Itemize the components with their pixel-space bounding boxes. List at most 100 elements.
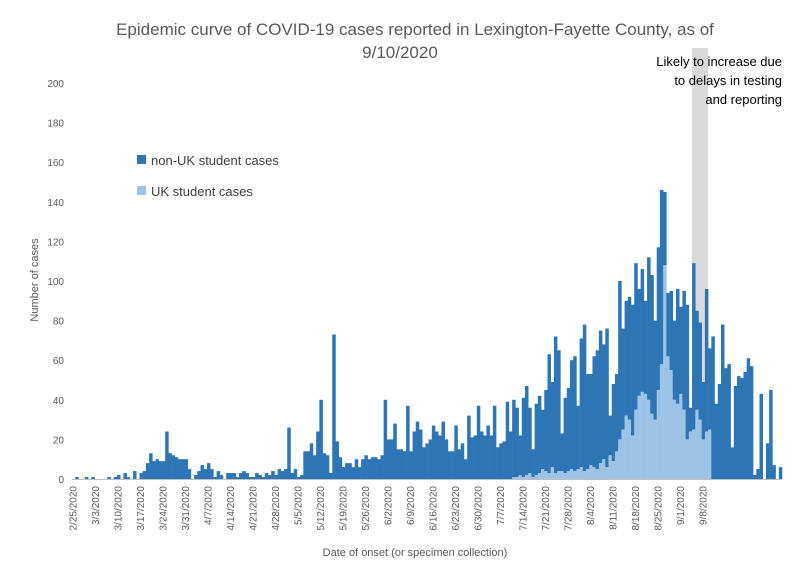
- bar-non-uk-student: [733, 385, 738, 479]
- bar-uk-student: [698, 419, 702, 479]
- bar-non-uk-student: [142, 471, 147, 479]
- bar-non-uk-student: [659, 189, 664, 365]
- bar-non-uk-student: [242, 471, 246, 479]
- bar-non-uk-student: [521, 397, 526, 478]
- bar-non-uk-student: [765, 443, 770, 479]
- x-tick-label: 5/26/2020: [361, 486, 372, 531]
- x-tick-label: 5/12/2020: [316, 486, 327, 531]
- x-tick-label: 4/7/2020: [204, 486, 215, 525]
- x-tick-labels: 2/25/2020 3/3/2020 3/10/2020 3/17/2020 3/24/…: [69, 486, 710, 531]
- bar-non-uk-student: [322, 453, 327, 479]
- bar-non-uk-student: [592, 356, 596, 468]
- bar-uk-student: [550, 467, 555, 479]
- bar-uk-student: [524, 475, 529, 479]
- bar-non-uk-student: [412, 431, 417, 479]
- bar-uk-student: [531, 477, 535, 479]
- bar-uk-student: [566, 471, 571, 479]
- bar-non-uk-student: [168, 453, 172, 479]
- bar-non-uk-student: [457, 449, 462, 479]
- bar-non-uk-student: [116, 475, 121, 479]
- bar-non-uk-student: [451, 451, 455, 479]
- bar-uk-student: [637, 395, 641, 479]
- bar-non-uk-student: [361, 459, 365, 479]
- x-tick-label: 4/14/2020: [226, 486, 237, 531]
- bar-non-uk-student: [621, 328, 625, 430]
- bar-uk-student: [695, 409, 699, 479]
- bar-non-uk-student: [717, 383, 722, 479]
- bar-non-uk-student: [463, 459, 468, 479]
- bar-non-uk-student: [737, 376, 741, 479]
- bar-non-uk-student: [753, 475, 757, 479]
- bar-non-uk-student: [351, 467, 356, 479]
- bar-uk-student: [598, 463, 603, 479]
- bar-non-uk-student: [312, 455, 317, 479]
- bar-non-uk-student: [145, 463, 150, 479]
- bar-non-uk-student: [267, 475, 272, 479]
- bar-non-uk-student: [685, 304, 690, 440]
- bar-uk-student: [682, 409, 686, 479]
- bar-non-uk-student: [727, 364, 731, 479]
- bar-non-uk-student: [325, 455, 330, 479]
- bar-non-uk-student: [367, 459, 372, 479]
- x-tick-label: 7/14/2020: [518, 486, 529, 531]
- bar-non-uk-student: [126, 477, 131, 479]
- bar-non-uk-student: [364, 455, 368, 479]
- bar-non-uk-student: [396, 449, 400, 479]
- bar-non-uk-student: [624, 300, 629, 416]
- bar-non-uk-student: [409, 451, 413, 479]
- bar-non-uk-student: [704, 288, 709, 432]
- bar-non-uk-student: [496, 447, 500, 479]
- bar-uk-student: [624, 415, 629, 479]
- bar-non-uk-student: [373, 457, 378, 479]
- bar-non-uk-student: [210, 469, 214, 479]
- bar-non-uk-student: [370, 457, 375, 479]
- bar-uk-student: [640, 391, 645, 479]
- bar-non-uk-student: [512, 399, 516, 478]
- delay-annotation-line-3: and reporting: [705, 92, 782, 107]
- bar-non-uk-student: [290, 473, 294, 479]
- bar-uk-student: [701, 439, 706, 479]
- bar-non-uk-student: [602, 344, 606, 460]
- bar-uk-student: [656, 389, 661, 479]
- x-tick-label: 6/23/2020: [451, 486, 462, 531]
- bar-uk-student: [544, 471, 548, 479]
- bar-uk-student: [614, 451, 619, 479]
- bar-non-uk-student: [499, 443, 503, 479]
- bar-non-uk-student: [255, 473, 259, 479]
- bar-non-uk-student: [184, 459, 188, 479]
- bar-uk-student: [586, 469, 590, 479]
- x-tick-label: 7/7/2020: [496, 486, 507, 525]
- bar-non-uk-student: [480, 431, 484, 479]
- bar-non-uk-student: [251, 477, 256, 479]
- legend-label-uk: UK student cases: [151, 184, 253, 199]
- bar-non-uk-student: [158, 461, 163, 479]
- bar-non-uk-student: [589, 374, 593, 466]
- bar-uk-student: [557, 471, 561, 479]
- bar-non-uk-student: [749, 366, 754, 479]
- bar-uk-student: [553, 473, 558, 479]
- y-tick-label: 140: [47, 198, 64, 209]
- bar-non-uk-student: [528, 407, 532, 474]
- bar-uk-student: [537, 473, 542, 479]
- bar-uk-student: [547, 473, 551, 479]
- bar-non-uk-student: [460, 443, 465, 479]
- bar-non-uk-student: [91, 477, 95, 479]
- bar-non-uk-student: [682, 290, 686, 410]
- bar-non-uk-student: [708, 348, 712, 430]
- bar-uk-student: [589, 465, 593, 479]
- bar-non-uk-student: [524, 385, 529, 476]
- bar-non-uk-student: [473, 435, 478, 479]
- bar-non-uk-student: [553, 336, 558, 474]
- bar-non-uk-student: [637, 288, 641, 396]
- bar-non-uk-student: [714, 403, 719, 479]
- x-tick-label: 6/9/2020: [406, 486, 417, 525]
- bar-non-uk-student: [309, 443, 314, 479]
- x-tick-label: 8/4/2020: [586, 486, 597, 525]
- bar-non-uk-student: [107, 477, 111, 479]
- bar-non-uk-student: [280, 471, 285, 479]
- bar-non-uk-student: [194, 475, 198, 479]
- bar-non-uk-student: [248, 477, 253, 479]
- chart-title-line-2: 9/10/2020: [362, 43, 438, 62]
- bar-non-uk-student: [399, 449, 404, 479]
- bar-uk-student: [669, 370, 674, 479]
